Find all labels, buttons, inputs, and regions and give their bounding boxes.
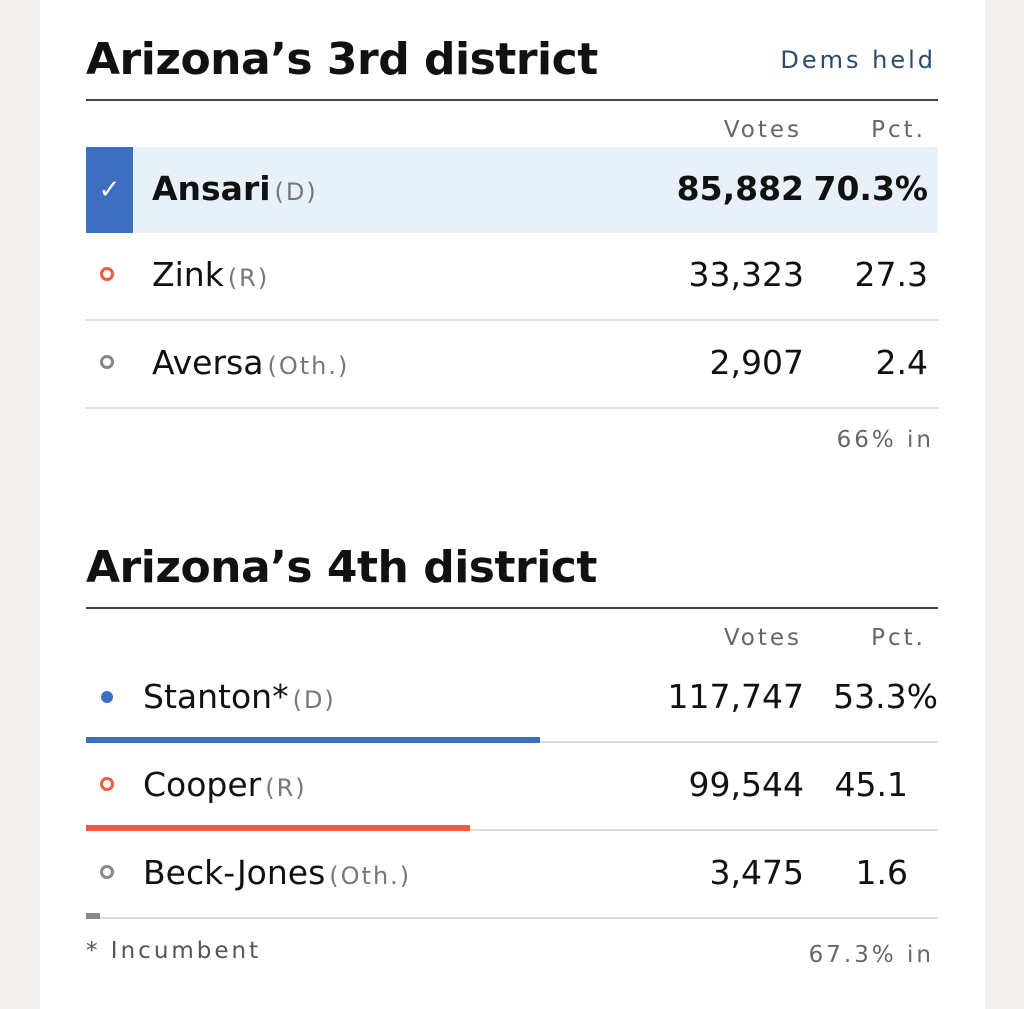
reporting-status: 67.3% in: [808, 942, 934, 968]
race-title: Arizona’s 4th district: [86, 542, 597, 593]
party-label: (Oth.): [267, 352, 350, 380]
vote-count: 85,882: [676, 169, 804, 208]
vote-pct: 70.3%: [813, 169, 929, 208]
candidate-row[interactable]: Zink (R) 33,323 27.3: [86, 233, 938, 321]
incumbent-footnote: * Incumbent: [86, 938, 262, 964]
party-label: (R): [227, 264, 270, 292]
candidate-name: Stanton* (D): [143, 677, 336, 716]
candidate-row[interactable]: Cooper (R) 99,544 45.1: [86, 743, 938, 831]
vote-pct: 45.1: [834, 765, 908, 804]
vote-pct: 1.6: [855, 853, 908, 892]
column-headers: Votes Pct.: [86, 101, 938, 147]
race-az-3rd: Arizona’s 3rd district Dems held Votes P…: [86, 0, 938, 453]
vote-pct: 2.4: [875, 343, 928, 382]
vote-count: 3,475: [709, 853, 804, 892]
vote-count: 117,747: [667, 677, 804, 716]
party-label: (Oth.): [329, 862, 412, 890]
candidate-row[interactable]: Beck-Jones (Oth.) 3,475 1.6: [86, 831, 938, 919]
ring-dot-icon: [100, 777, 114, 791]
candidate-name: Zink (R): [152, 255, 270, 294]
vote-pct: 53.3%: [833, 677, 938, 716]
ring-dot-icon: [100, 865, 114, 879]
candidate-row[interactable]: Stanton* (D) 117,747 53.3%: [86, 655, 938, 743]
filled-dot-icon: [101, 691, 113, 703]
vote-pct: 27.3: [854, 255, 928, 294]
vote-count: 2,907: [709, 343, 804, 382]
vote-count: 99,544: [688, 765, 804, 804]
party-label: (D): [292, 686, 336, 714]
vote-share-bar: [86, 913, 100, 919]
race-header: Arizona’s 3rd district Dems held: [86, 0, 938, 101]
race-header: Arizona’s 4th district: [86, 508, 938, 609]
race-title: Arizona’s 3rd district: [86, 34, 598, 85]
reporting-status: 66% in: [836, 427, 934, 453]
race-status-tag[interactable]: Dems held: [780, 46, 936, 74]
vote-count: 33,323: [688, 255, 804, 294]
party-label: (R): [265, 774, 307, 802]
vote-share-bar: [86, 737, 540, 743]
vote-share-bar: [86, 825, 470, 831]
check-icon: ✓: [86, 147, 133, 233]
ring-dot-icon: [100, 355, 114, 369]
ring-dot-icon: [100, 267, 114, 281]
candidate-row[interactable]: ✓ Ansari (D) 85,882 70.3%: [86, 147, 938, 233]
column-headers: Votes Pct.: [86, 609, 938, 655]
results-card: Arizona’s 3rd district Dems held Votes P…: [40, 0, 985, 1009]
votes-header: Votes: [723, 625, 802, 651]
votes-header: Votes: [723, 117, 802, 143]
candidate-name: Ansari (D): [152, 169, 318, 208]
candidate-name: Beck-Jones (Oth.): [143, 853, 412, 892]
party-label: (D): [274, 178, 318, 206]
pct-header: Pct.: [871, 117, 926, 143]
candidate-row[interactable]: Aversa (Oth.) 2,907 2.4: [86, 321, 938, 409]
race-az-4th: Arizona’s 4th district Votes Pct. Stanto…: [86, 508, 938, 968]
pct-header: Pct.: [871, 625, 926, 651]
candidate-name: Cooper (R): [143, 765, 307, 804]
candidate-name: Aversa (Oth.): [152, 343, 350, 382]
